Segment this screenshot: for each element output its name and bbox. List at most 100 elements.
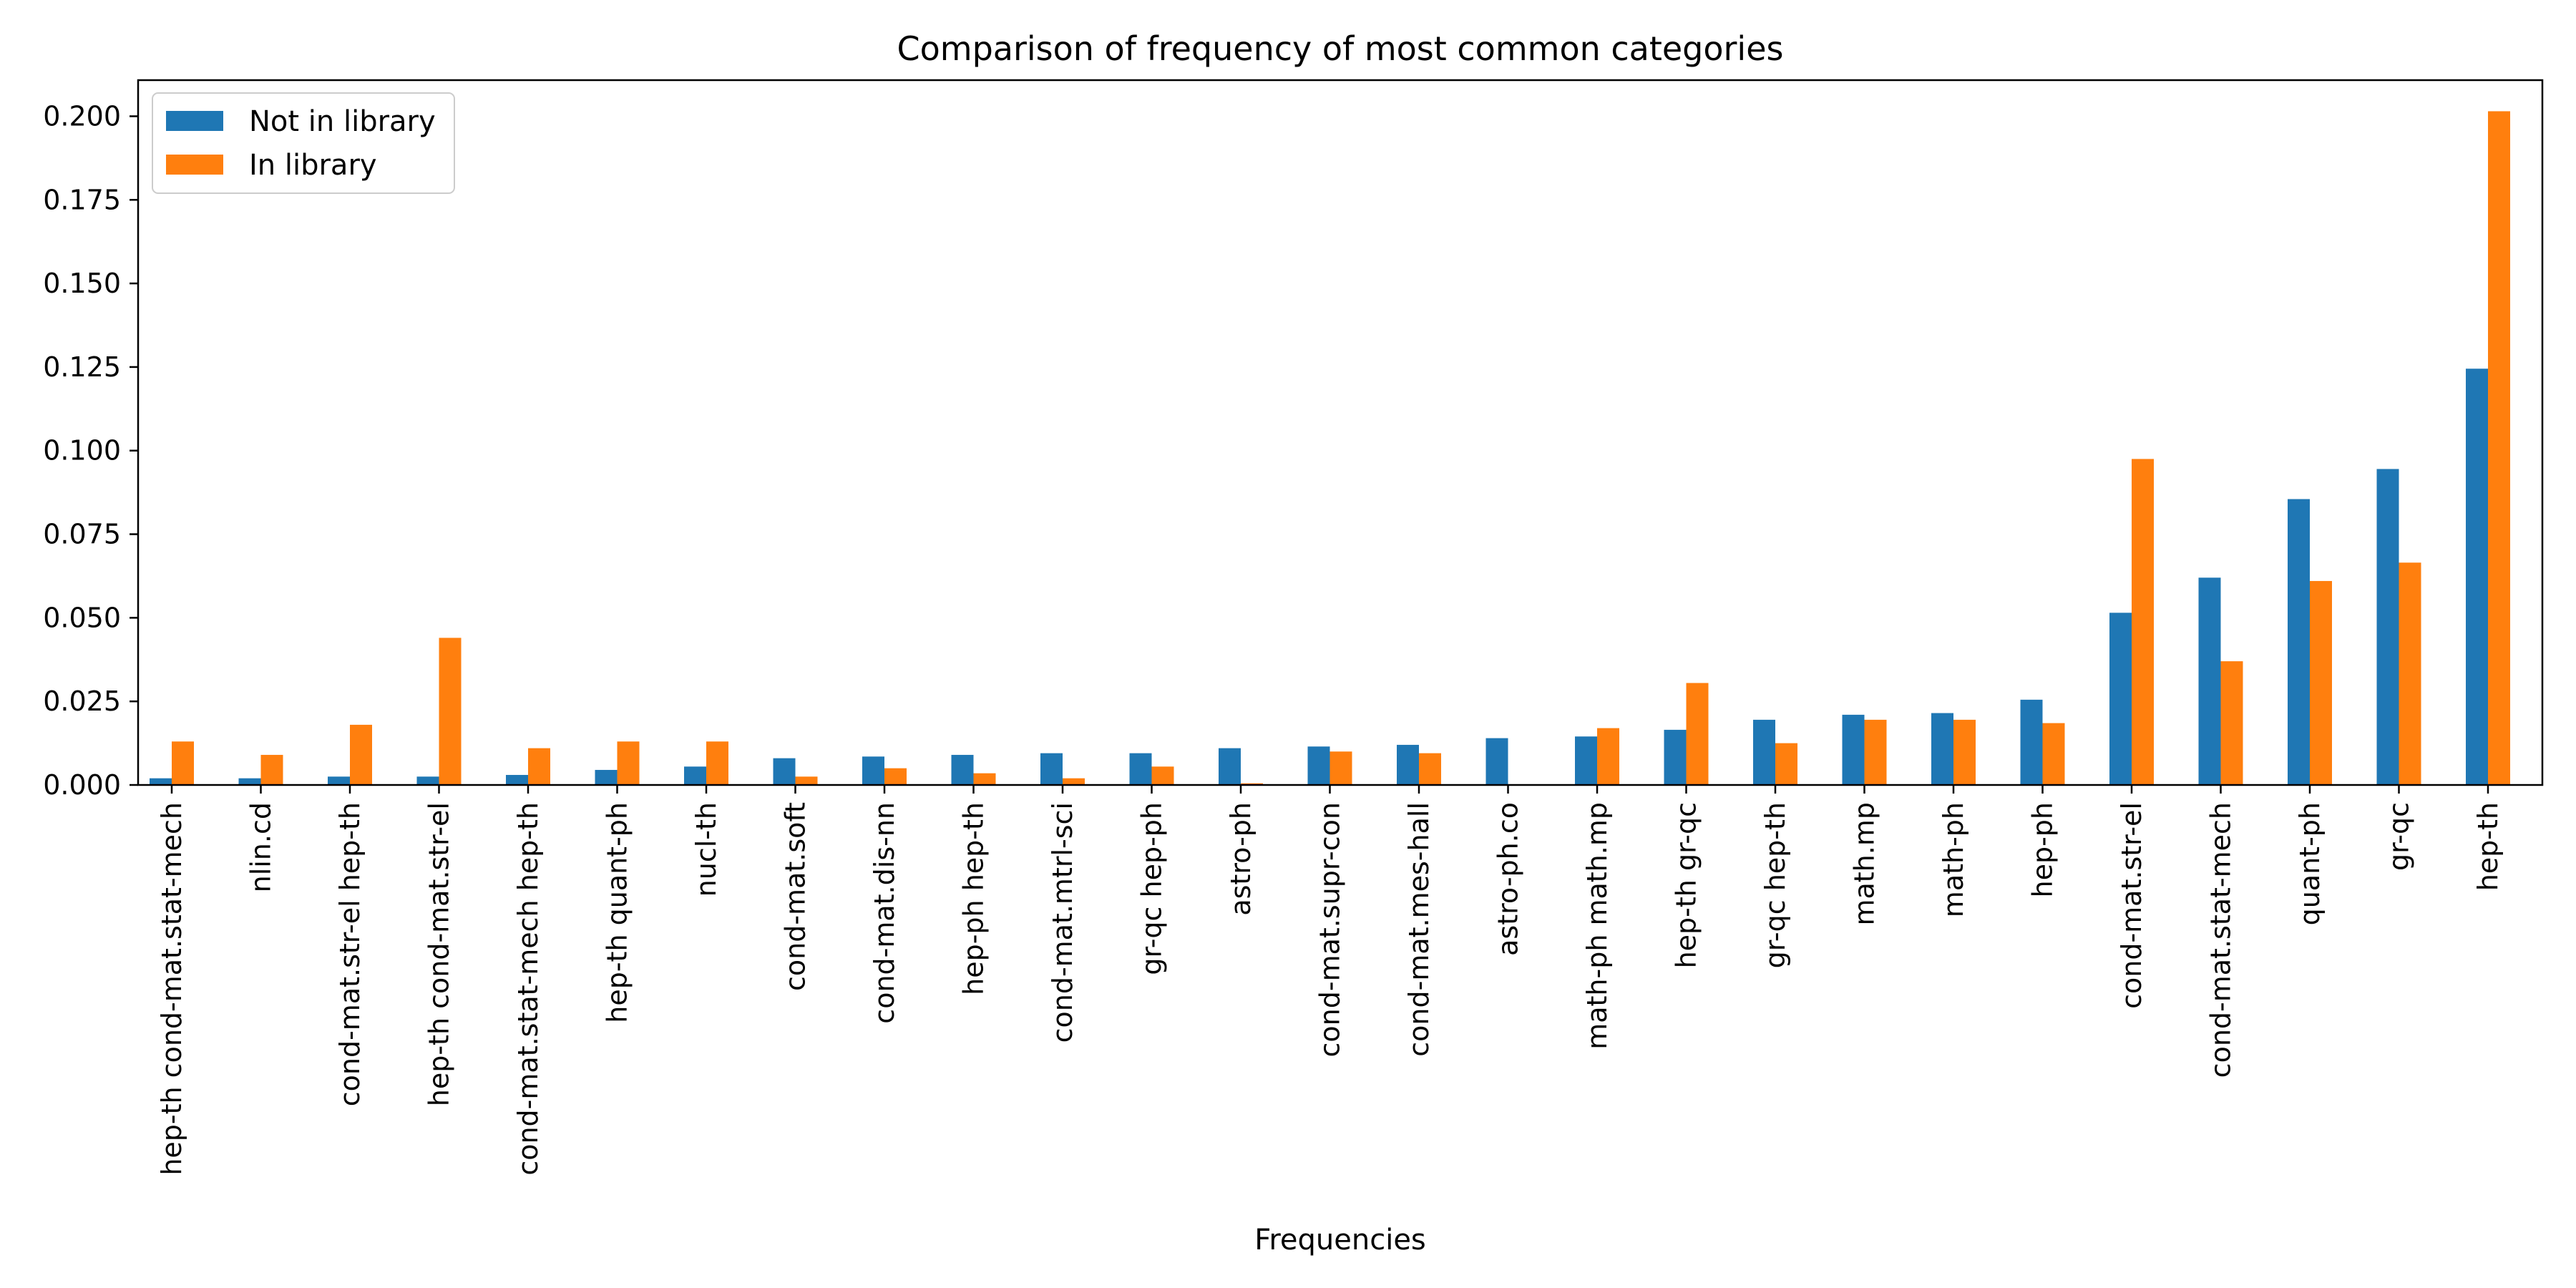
bar-not-in-library-hep-th-quant-ph (595, 769, 618, 785)
bar-not-in-library-hep-ph (2020, 699, 2043, 785)
x-tick-label-nlin-cd: nlin.cd (245, 802, 277, 892)
x-tick-label-gr-qc-hep-th: gr-qc hep-th (1760, 802, 1791, 968)
x-tick-label-hep-ph-hep-th: hep-ph hep-th (958, 802, 990, 995)
bar-in-library-hep-ph-hep-th (973, 773, 996, 785)
bar-not-in-library-cond-mat-mtrl-sci (1040, 753, 1063, 785)
x-tick-label-hep-th-cond-mat-stat-mech: hep-th cond-mat.stat-mech (156, 802, 187, 1176)
y-tick-label: 0.175 (43, 184, 121, 215)
bar-in-library-hep-ph (2042, 723, 2065, 785)
bar-in-library-hep-th-cond-mat-stat-mech (172, 741, 194, 785)
x-tick-label-astro-ph: astro-ph (1225, 802, 1257, 916)
legend-swatch-not-in-library (166, 111, 223, 131)
bar-not-in-library-nucl-th (684, 766, 706, 785)
y-axis: 0.000 0.025 0.050 0.075 0.100 0.125 0.150 0.175… (43, 100, 138, 801)
bar-in-library-cond-mat-mes-hall (1419, 753, 1441, 785)
y-tick-label: 0.025 (43, 686, 121, 717)
bar-in-library-cond-mat-str-el-hep-th (350, 724, 372, 785)
x-tick-label-hep-th-cond-mat-str-el: hep-th cond-mat.str-el (424, 802, 455, 1106)
y-tick-label: 0.200 (43, 100, 121, 132)
x-tick-label-cond-mat-soft: cond-mat.soft (780, 802, 811, 991)
x-tick-label-gr-qc: gr-qc (2384, 802, 2415, 871)
x-tick-label-astro-ph-co: astro-ph.co (1493, 802, 1524, 956)
bar-in-library-cond-mat-stat-mech (2220, 661, 2243, 785)
bar-not-in-library-quant-ph (2288, 499, 2310, 785)
bar-not-in-library-hep-th-gr-qc (1664, 729, 1687, 785)
bar-in-library-nucl-th (706, 741, 728, 785)
bar-in-library-cond-mat-stat-mech-hep-th (528, 748, 550, 785)
bar-not-in-library-hep-th (2466, 369, 2488, 785)
bar-in-library-math-ph (1953, 719, 1976, 785)
legend: Not in library In library (152, 92, 455, 194)
chart-title: Comparison of frequency of most common c… (897, 29, 1784, 68)
x-tick-label-cond-mat-mes-hall: cond-mat.mes-hall (1403, 802, 1435, 1057)
bar-not-in-library-cond-mat-str-el-hep-th (328, 776, 350, 785)
legend-label-in-library: In library (249, 149, 377, 182)
bar-in-library-hep-th-gr-qc (1686, 683, 1709, 785)
bar-in-library-hep-th (2488, 111, 2510, 786)
bar-in-library-cond-mat-mtrl-sci (1063, 778, 1085, 785)
bar-not-in-library-cond-mat-dis-nn (862, 756, 884, 785)
bar-not-in-library-gr-qc-hep-th (1753, 719, 1775, 785)
bar-not-in-library-gr-qc (2376, 469, 2399, 785)
bar-not-in-library-math-mp (1842, 714, 1865, 785)
bar-in-library-cond-mat-soft (795, 776, 818, 785)
x-tick-label-math-ph: math-ph (1938, 802, 1969, 917)
bar-not-in-library-nlin-cd (238, 778, 261, 785)
y-tick-label: 0.100 (43, 435, 121, 467)
bar-in-library-cond-mat-str-el (2132, 459, 2154, 785)
x-tick-label-cond-mat-supr-con: cond-mat.supr-con (1314, 802, 1346, 1057)
y-tick-label: 0.150 (43, 268, 121, 299)
bar-in-library-quant-ph (2310, 580, 2332, 785)
x-tick-label-math-mp: math.mp (1849, 802, 1880, 926)
bar-not-in-library-cond-mat-supr-con (1307, 746, 1330, 785)
y-tick-label: 0.075 (43, 519, 121, 550)
legend-label-not-in-library: Not in library (249, 105, 436, 138)
bar-not-in-library-math-ph-math-mp (1575, 736, 1597, 785)
x-tick-label-cond-mat-str-el-hep-th: cond-mat.str-el hep-th (334, 802, 366, 1106)
bars-group (150, 111, 2510, 786)
x-tick-label-math-ph-math-mp: math-ph math.mp (1581, 802, 1613, 1050)
bar-not-in-library-hep-th-cond-mat-str-el (416, 776, 439, 785)
bar-not-in-library-cond-mat-soft (773, 758, 796, 785)
bar-not-in-library-gr-qc-hep-ph (1129, 753, 1152, 785)
x-tick-label-hep-th: hep-th (2472, 802, 2504, 891)
bar-in-library-nlin-cd (260, 754, 283, 785)
x-tick-label-nucl-th: nucl-th (691, 802, 722, 897)
x-axis-label: Frequencies (1254, 1224, 1426, 1257)
bar-not-in-library-cond-mat-stat-mech-hep-th (506, 774, 528, 785)
bar-not-in-library-cond-mat-str-el (2109, 613, 2132, 785)
x-tick-label-cond-mat-stat-mech: cond-mat.stat-mech (2205, 802, 2237, 1078)
bar-not-in-library-hep-ph-hep-th (951, 754, 974, 785)
plot-frame (137, 79, 2544, 786)
x-tick-label-quant-ph: quant-ph (2294, 802, 2326, 925)
x-tick-label-cond-mat-str-el: cond-mat.str-el (2116, 802, 2147, 1009)
y-tick-label: 0.050 (43, 602, 121, 633)
x-tick-label-hep-th-gr-qc: hep-th gr-qc (1671, 802, 1702, 968)
x-tick-label-cond-mat-dis-nn: cond-mat.dis-nn (869, 802, 900, 1024)
bar-in-library-cond-mat-supr-con (1330, 751, 1352, 785)
legend-swatch-in-library (166, 155, 223, 175)
bar-not-in-library-cond-mat-mes-hall (1397, 744, 1419, 785)
bar-in-library-hep-th-quant-ph (617, 741, 640, 785)
bar-in-library-hep-th-cond-mat-str-el (439, 638, 462, 785)
x-tick-label-hep-th-quant-ph: hep-th quant-ph (602, 802, 633, 1023)
bar-not-in-library-astro-ph-co (1485, 738, 1508, 785)
bar-in-library-gr-qc (2399, 562, 2421, 785)
x-tick-label-hep-ph: hep-ph (2027, 802, 2059, 898)
bar-in-library-gr-qc-hep-ph (1151, 766, 1174, 785)
bar-in-library-gr-qc-hep-th (1775, 743, 1797, 785)
x-tick-label-gr-qc-hep-ph: gr-qc hep-ph (1136, 802, 1168, 975)
x-tick-label-cond-mat-mtrl-sci: cond-mat.mtrl-sci (1047, 802, 1078, 1043)
bar-not-in-library-hep-th-cond-mat-stat-mech (150, 778, 172, 785)
x-tick-label-cond-mat-stat-mech-hep-th: cond-mat.stat-mech hep-th (512, 802, 544, 1176)
bar-in-library-math-mp (1864, 719, 1887, 785)
bar-not-in-library-math-ph (1931, 713, 1953, 785)
y-tick-label: 0.000 (43, 769, 121, 801)
bar-in-library-math-ph-math-mp (1597, 728, 1619, 785)
x-axis: hep-th cond-mat.stat-mech nlin.cd cond-mat… (156, 785, 2504, 1176)
bar-in-library-cond-mat-dis-nn (884, 768, 907, 785)
legend-frame (152, 92, 455, 194)
y-tick-label: 0.125 (43, 351, 121, 383)
bar-not-in-library-astro-ph (1219, 748, 1241, 785)
